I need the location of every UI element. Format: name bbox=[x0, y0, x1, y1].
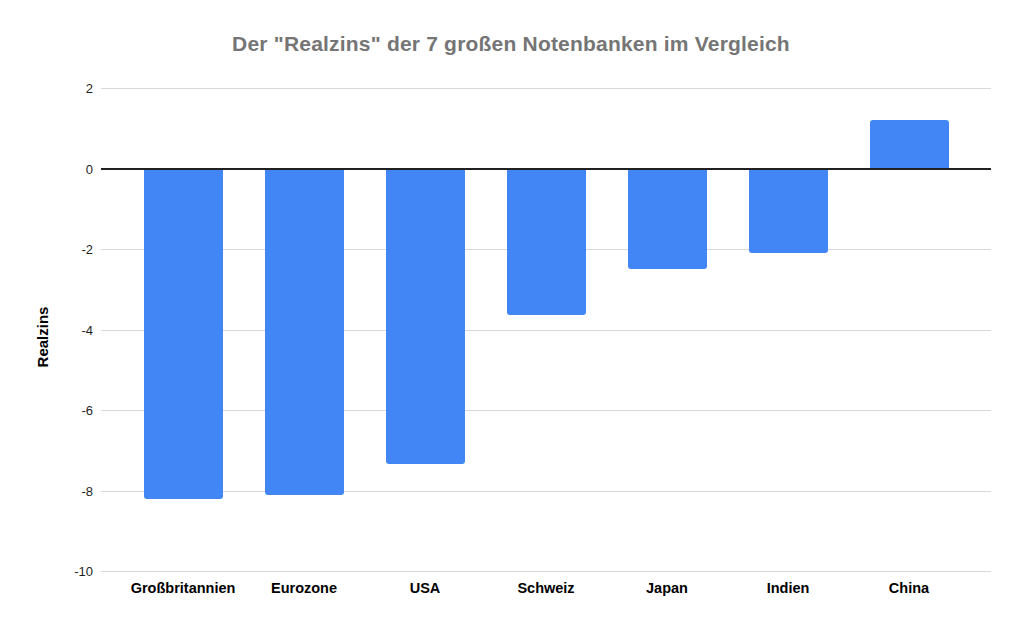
x-axis-label-China: China bbox=[889, 580, 929, 596]
chart-title: Der "Realzins" der 7 großen Notenbanken … bbox=[0, 32, 1022, 56]
y-tick-label: -10 bbox=[35, 564, 93, 579]
gridline bbox=[101, 410, 991, 411]
y-tick-label: -8 bbox=[35, 483, 93, 498]
gridline bbox=[101, 88, 991, 89]
x-axis-label-Indien: Indien bbox=[767, 580, 810, 596]
bar-USA bbox=[386, 169, 465, 465]
y-tick-label: 2 bbox=[35, 81, 93, 96]
y-tick-label: 0 bbox=[35, 161, 93, 176]
x-axis-label-Großbritannien: Großbritannien bbox=[131, 580, 236, 596]
x-axis-label-Japan: Japan bbox=[646, 580, 688, 596]
gridline bbox=[101, 330, 991, 331]
y-tick-label: -6 bbox=[35, 403, 93, 418]
y-tick-label: -2 bbox=[35, 242, 93, 257]
x-axis-label-Eurozone: Eurozone bbox=[271, 580, 337, 596]
gridline bbox=[101, 571, 991, 572]
plot-area: 20-2-4-6-8-10GroßbritannienEurozoneUSASc… bbox=[101, 88, 991, 571]
bar-Eurozone bbox=[265, 169, 344, 495]
x-axis-label-USA: USA bbox=[410, 580, 441, 596]
y-axis-title: Realzins bbox=[34, 307, 51, 368]
gridline bbox=[101, 491, 991, 492]
bar-Großbritannien bbox=[144, 169, 223, 499]
realzins-bar-chart: Der "Realzins" der 7 großen Notenbanken … bbox=[0, 0, 1022, 632]
bar-Indien bbox=[749, 169, 828, 254]
y-tick-label: -4 bbox=[35, 322, 93, 337]
bar-Schweiz bbox=[507, 169, 586, 316]
x-axis-label-Schweiz: Schweiz bbox=[517, 580, 574, 596]
bar-China bbox=[870, 120, 949, 168]
zero-axis-line bbox=[101, 168, 991, 170]
bar-Japan bbox=[628, 169, 707, 270]
